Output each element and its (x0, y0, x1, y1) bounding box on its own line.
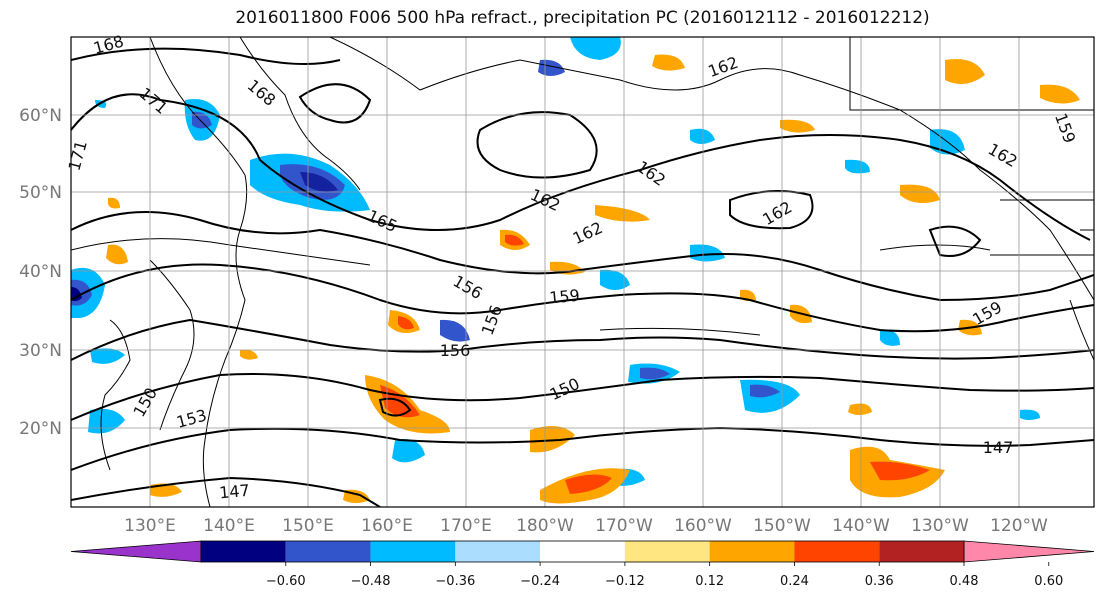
longitude-label: 140°E (203, 516, 255, 536)
longitude-label: 160°W (674, 516, 732, 536)
colorbar-tick-label: −0.12 (605, 574, 645, 589)
longitude-label: 180°W (516, 516, 574, 536)
coastlines (100, 37, 1094, 507)
latitude-label: 50°N (19, 183, 62, 203)
latitude-labels: 60°N 50°N 40°N 30°N 20°N (19, 106, 62, 439)
latitude-label: 60°N (19, 106, 62, 126)
longitude-label: 170°E (440, 516, 492, 536)
colorbar-segment (624, 541, 710, 562)
colorbar-segment (285, 541, 371, 562)
colorbar-segment (709, 541, 795, 562)
colorbar-segment (879, 541, 964, 562)
colorbar-tick-label: −0.48 (351, 574, 391, 589)
colorbar-tick-label: 0.60 (1034, 574, 1063, 589)
map-frame (70, 36, 1095, 508)
latitude-label: 30°N (19, 341, 62, 361)
colorbar-outline (200, 540, 965, 563)
contour-label: 147 (983, 438, 1014, 457)
colorbar-segment (201, 541, 286, 562)
contour-label: 156 (440, 341, 471, 360)
longitude-label: 130°W (911, 516, 969, 536)
longitude-label: 150°E (282, 516, 334, 536)
contour-label: 147 (218, 481, 250, 503)
longitude-label: 160°E (361, 516, 413, 536)
colorbar-extend-high (963, 540, 1095, 563)
colorbar-segment (540, 541, 625, 562)
colorbar-segment (794, 541, 880, 562)
longitude-label: 120°W (990, 516, 1048, 536)
colorbar-tick-label: −0.36 (435, 574, 475, 589)
longitude-label: 150°W (753, 516, 811, 536)
colorbar-tick-label: −0.24 (520, 574, 560, 589)
latitude-label: 20°N (19, 419, 62, 439)
longitude-label: 170°W (595, 516, 653, 536)
colorbar-extend-low (70, 540, 202, 563)
colorbar-segment (455, 541, 541, 562)
colorbar-tick-label: −0.60 (266, 574, 306, 589)
latitude-label: 40°N (19, 262, 62, 282)
colorbar-segment (370, 541, 456, 562)
longitude-label: 140°W (832, 516, 890, 536)
contour-label: 159 (548, 286, 580, 308)
thin-contours (71, 238, 991, 336)
map-title: 2016011800 F006 500 hPa refract., precip… (235, 8, 930, 28)
colorbar-tick-label: 0.36 (865, 574, 894, 589)
longitude-label: 130°E (124, 516, 176, 536)
gridlines (71, 37, 1094, 507)
colorbar: −0.60 −0.48 −0.36 −0.24 −0.12 0.12 0.24 0.36 0.4… (70, 540, 1095, 589)
longitude-labels: 130°E 140°E 150°E 160°E 170°E 180°W 170°W 160°W… (124, 516, 1048, 536)
contour-lines (71, 47, 1094, 507)
colorbar-tick-label: 0.48 (950, 574, 979, 589)
colorbar-tick-label: 0.12 (695, 574, 724, 589)
colorbar-tick-label: 0.24 (780, 574, 809, 589)
